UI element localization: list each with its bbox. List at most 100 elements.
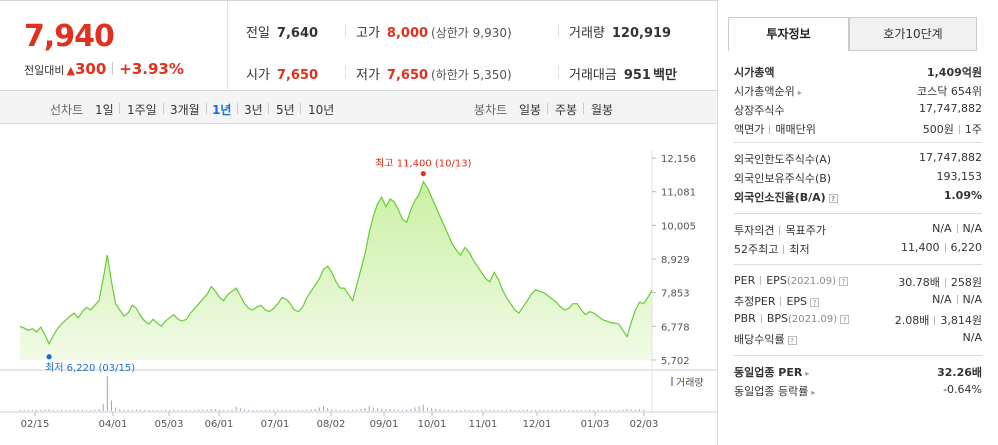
- shares-row: 상장주식수 17,747,882: [734, 102, 982, 117]
- volume-bar: [618, 409, 620, 411]
- volume-bar: [377, 408, 379, 411]
- help-icon[interactable]: ?: [787, 336, 797, 345]
- chart-period-bar: 선차트 1일 1주일 3개월 1년 3년 5년 10년 봉차트 일봉 주봉 월봉: [0, 91, 717, 124]
- volume-bar: [476, 409, 478, 411]
- price-line: [19, 180, 653, 346]
- y-tick-label: 11,081: [661, 188, 696, 199]
- change-value: 300: [74, 60, 107, 78]
- volume-bar: [102, 404, 104, 411]
- volume-bar: [273, 410, 275, 411]
- y-tick-label: 6,778: [661, 322, 690, 333]
- volume-bar: [414, 407, 416, 411]
- divider: [237, 103, 238, 114]
- volume-bar: [397, 409, 399, 411]
- help-icon[interactable]: ?: [828, 194, 838, 203]
- pbr-bps-row: PBR BPS(2021.09)? 2.08배 3,814원: [734, 312, 982, 327]
- change-percent: +3.93%: [119, 60, 184, 78]
- period-10y[interactable]: 10년: [308, 103, 335, 117]
- tab-investment-info[interactable]: 투자정보: [728, 17, 849, 51]
- triangle-right-icon[interactable]: ▸: [805, 369, 810, 378]
- volume-bar: [372, 407, 374, 411]
- volume-bar: [572, 410, 574, 411]
- volume-bar: [73, 409, 75, 411]
- volume-bar: [185, 410, 187, 411]
- y-tick-label: 5,702: [661, 356, 690, 367]
- volume-bar: [626, 408, 628, 411]
- period-1w[interactable]: 1주일: [127, 103, 157, 117]
- volume-bar: [497, 409, 499, 411]
- period-5y[interactable]: 5년: [276, 103, 295, 117]
- candle-weekly[interactable]: 주봉: [555, 103, 578, 117]
- par-value-row: 액면가 매매단위 500원 1주: [734, 123, 982, 136]
- volume-bar: [306, 409, 308, 411]
- prev-close: 전일 7,640: [246, 26, 319, 41]
- price-chart-svg: 12,156 11,081 10,005 8,929 7,853 6,778 5,702 거…: [0, 150, 717, 430]
- x-tick-label: 12/01: [523, 419, 552, 430]
- volume-bar: [285, 409, 287, 411]
- help-icon[interactable]: ?: [838, 277, 848, 286]
- volume-bar: [609, 410, 611, 411]
- volume-bar: [244, 409, 246, 411]
- triangle-right-icon[interactable]: ▸: [797, 88, 802, 97]
- y-tick-label: 7,853: [661, 289, 690, 300]
- foreign-block: 외국인한도주식수(A) 17,747,882 외국인보유주식수(B) 193,1…: [734, 149, 982, 206]
- x-tick-label: 08/02: [317, 419, 346, 430]
- volume-bar: [364, 408, 366, 411]
- x-tick-label: 06/01: [205, 419, 234, 430]
- help-icon[interactable]: ?: [810, 298, 820, 307]
- period-1d[interactable]: 1일: [95, 103, 114, 117]
- x-tick-label: 05/03: [155, 419, 184, 430]
- stock-main-panel: 7,940 전일대비 ▲300 +3.93% 전일 7,640 고가 8,000 (상한가…: [0, 0, 717, 445]
- volume-bar: [431, 408, 433, 411]
- volume-bar: [526, 409, 528, 411]
- volume-bar: [152, 409, 154, 411]
- period-3m[interactable]: 3개월: [170, 103, 200, 117]
- volume-bar: [48, 409, 50, 411]
- period-1y[interactable]: 1년: [212, 103, 232, 117]
- volume-bar: [44, 409, 46, 411]
- price-summary: 7,940 전일대비 ▲300 +3.93% 전일 7,640 고가 8,000 (상한가…: [0, 0, 717, 91]
- volume-bar: [119, 408, 121, 411]
- per-eps-row: PER EPS(2021.09)? 30.78배 258원: [734, 274, 982, 289]
- volume-bar: [347, 409, 349, 411]
- help-icon[interactable]: ?: [840, 315, 850, 324]
- volume-bar: [27, 410, 29, 411]
- volume-bar: [339, 409, 341, 411]
- price-change: 전일대비 ▲300 +3.93%: [24, 60, 184, 78]
- volume-bar: [593, 410, 595, 411]
- volume-bar: [56, 410, 58, 411]
- volume-bar: [98, 408, 100, 411]
- volume-bar: [639, 409, 641, 411]
- volume-bar: [485, 409, 487, 411]
- candle-monthly[interactable]: 월봉: [591, 103, 614, 117]
- volume-bar: [451, 409, 453, 411]
- x-tick-label: 10/01: [418, 419, 447, 430]
- candle-daily[interactable]: 일봉: [519, 103, 542, 117]
- volume-bar: [489, 409, 491, 411]
- volume-bar: [539, 409, 541, 411]
- volume-bar: [86, 410, 88, 411]
- volume-bar: [219, 409, 221, 411]
- day-high: 고가 8,000 (상한가 9,930): [356, 26, 512, 41]
- period-3y[interactable]: 3년: [244, 103, 263, 117]
- volume-bar: [335, 409, 337, 411]
- volume-bar: [514, 409, 516, 411]
- triangle-right-icon[interactable]: ▸: [811, 388, 816, 397]
- volume-bar: [90, 409, 92, 411]
- volume-bar: [323, 406, 325, 411]
- volume-bar: [94, 409, 96, 411]
- low-point-marker: [46, 354, 52, 360]
- market-cap-row: 시가총액 1,409억원: [734, 66, 982, 79]
- industry-rate-row: 동일업종 등락률 ▸ -0.64%: [734, 383, 982, 398]
- week52-row: 52주최고 최저 11,400 6,220: [734, 241, 982, 256]
- price-area: [20, 181, 652, 360]
- volume-bar: [543, 410, 545, 411]
- divider: [119, 103, 120, 114]
- tab-order-book[interactable]: 호가10단계: [849, 17, 977, 51]
- volume-bar: [156, 410, 158, 411]
- volume-bar: [576, 409, 578, 411]
- volume-bar: [522, 409, 524, 411]
- info-tabs: 투자정보 호가10단계: [728, 17, 988, 51]
- price-chart[interactable]: 12,156 11,081 10,005 8,929 7,853 6,778 5,702 거…: [0, 124, 717, 445]
- volume-bar: [630, 409, 632, 411]
